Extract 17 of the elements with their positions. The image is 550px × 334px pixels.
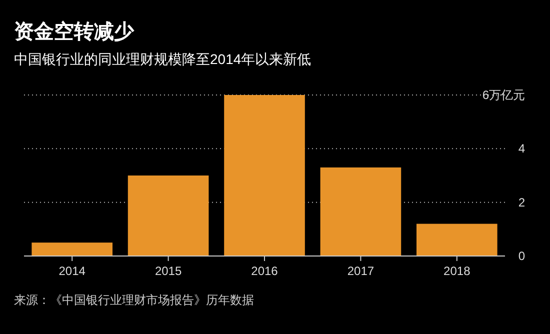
bar xyxy=(128,176,209,256)
source-note: 来源：《中国银行业理财市场报告》历年数据 xyxy=(14,293,254,307)
bar xyxy=(320,167,402,256)
bar xyxy=(416,224,498,256)
bar xyxy=(32,242,113,256)
x-tick-label: 2014 xyxy=(58,264,86,278)
y-tick-label: 2 xyxy=(518,195,526,210)
x-tick-label: 2017 xyxy=(347,264,374,278)
bar xyxy=(224,95,305,256)
chart-title: 资金空转减少 xyxy=(14,20,135,43)
x-tick-label: 2016 xyxy=(251,264,278,278)
y-tick-label: 6万亿元 xyxy=(482,88,525,102)
chart-subtitle: 中国银行业的同业理财规模降至2014年以来新低 xyxy=(14,51,312,67)
x-tick-label: 2018 xyxy=(444,264,471,278)
x-tick-label: 2015 xyxy=(154,264,182,278)
y-tick-label: 0 xyxy=(518,249,526,263)
y-tick-label: 4 xyxy=(518,142,526,156)
